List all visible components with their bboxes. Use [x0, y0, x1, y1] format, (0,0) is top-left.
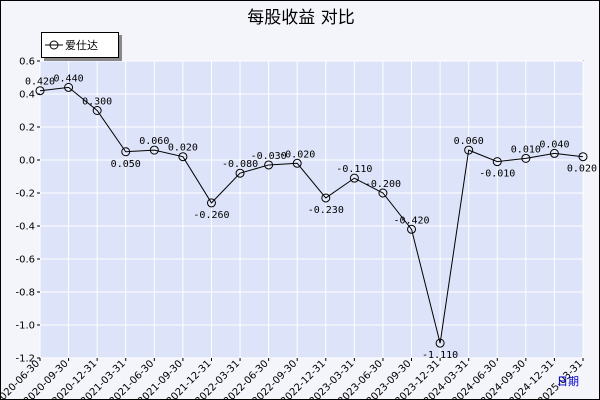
- y-tick-label: -1.2: [15, 354, 35, 365]
- data-point: [178, 152, 188, 162]
- data-point: [549, 148, 559, 158]
- data-label: -0.200: [365, 179, 401, 190]
- data-point: [121, 147, 131, 157]
- data-label: 0.060: [139, 136, 169, 147]
- data-label: 0.420: [25, 77, 55, 88]
- data-label: 0.300: [82, 97, 112, 108]
- data-point: [264, 160, 274, 170]
- data-label: -0.020: [279, 149, 315, 160]
- data-label: 0.020: [567, 164, 597, 175]
- series-layer: [35, 82, 588, 348]
- x-axis-label: 日期: [557, 375, 579, 388]
- legend: 爱仕达: [41, 32, 119, 58]
- y-tick-label: 0.4: [19, 90, 35, 101]
- data-label: 0.010: [511, 144, 541, 155]
- data-point: [578, 152, 588, 162]
- data-point: [64, 82, 74, 92]
- data-point: [35, 86, 45, 96]
- data-label: -0.420: [393, 215, 429, 226]
- data-label: 0.050: [111, 159, 141, 170]
- y-tick-label: -0.8: [15, 288, 35, 299]
- data-point: [378, 188, 388, 198]
- data-point: [321, 193, 331, 203]
- y-tick-label: -0.4: [15, 222, 35, 233]
- y-tick-label: -1.0: [15, 321, 35, 332]
- x-axis: 2020-06-302020-09-302020-12-312021-03-31…: [1, 358, 585, 399]
- data-point: [349, 173, 359, 183]
- series-line: [39, 86, 584, 344]
- data-label: 0.040: [539, 139, 569, 150]
- y-tick-label: 0.2: [19, 123, 35, 134]
- data-label: -0.080: [222, 159, 258, 170]
- data-label: -0.110: [336, 164, 372, 175]
- data-point: [292, 158, 302, 168]
- y-tick-label: 0.0: [19, 156, 35, 167]
- legend-swatch-icon: [45, 40, 63, 50]
- data-label: -0.030: [251, 151, 287, 162]
- data-point: [206, 198, 216, 208]
- data-label: -1.110: [422, 350, 458, 361]
- y-tick-label: -0.2: [15, 189, 35, 200]
- data-point: [407, 224, 417, 234]
- legend-label: 爱仕达: [65, 39, 98, 52]
- data-label: -0.010: [479, 169, 515, 180]
- data-point: [521, 153, 531, 163]
- y-tick-label: 0.6: [19, 57, 35, 68]
- data-point: [92, 106, 102, 115]
- data-label: 0.060: [454, 136, 484, 147]
- data-label: -0.260: [193, 210, 229, 221]
- y-axis: -1.2 -1.0 -0.8 -0.6 -0.4 -0.2 0.0 0.2 0.4 0.6: [15, 57, 40, 365]
- data-point: [149, 145, 159, 155]
- data-label: 0.440: [54, 73, 84, 84]
- data-labels: 0.4200.4400.3000.0500.0600.020-0.260-0.0…: [25, 73, 597, 361]
- data-point: [435, 338, 445, 348]
- data-label: 0.020: [168, 143, 198, 154]
- data-point: [235, 168, 245, 178]
- chart-title: 每股收益 对比: [247, 8, 355, 28]
- data-point: [464, 145, 474, 155]
- data-label: -0.230: [308, 205, 344, 216]
- y-tick-label: -0.6: [15, 255, 35, 266]
- grid-lines: [39, 60, 584, 359]
- data-point: [492, 157, 502, 167]
